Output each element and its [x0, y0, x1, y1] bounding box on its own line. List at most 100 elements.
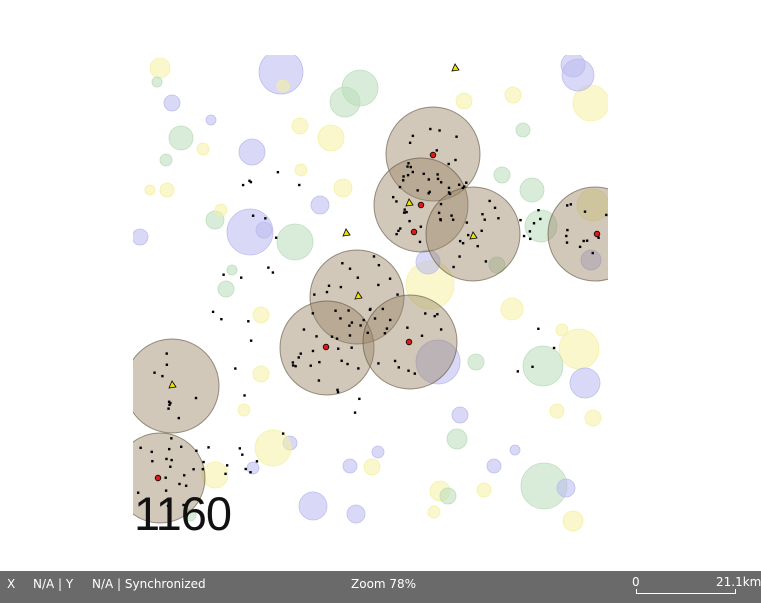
particle [565, 234, 568, 238]
zone-circle [486, 458, 502, 474]
particle [255, 460, 259, 463]
particle [249, 339, 253, 342]
particle [318, 360, 321, 364]
y-coordinate-value: N/A | Synchronized [92, 577, 206, 591]
particle [357, 367, 360, 370]
zone-circle [183, 508, 197, 522]
particle [403, 211, 406, 214]
particle [483, 218, 486, 221]
particle [408, 219, 411, 223]
particle [448, 192, 452, 196]
zone-circle [201, 461, 229, 489]
particle [411, 134, 415, 138]
zone-circle [149, 57, 171, 79]
particle [381, 307, 385, 311]
particle [335, 337, 339, 340]
zoom-level: Zoom 78% [351, 577, 417, 591]
particle [402, 175, 405, 178]
particle [585, 239, 589, 242]
zone-circle [144, 184, 156, 196]
particle [388, 318, 392, 322]
particle [497, 217, 500, 220]
particle [207, 446, 210, 449]
particle [407, 369, 410, 372]
particle [192, 468, 195, 471]
zone-circle [159, 153, 173, 167]
agent-red-marker [593, 230, 601, 238]
particle [348, 334, 352, 337]
particle [373, 317, 377, 320]
particle [465, 221, 469, 224]
particle [350, 321, 354, 324]
particle [225, 464, 229, 467]
particle [241, 453, 244, 456]
background-zones-layer [133, 55, 608, 532]
zone-circle [515, 122, 531, 138]
particle [531, 365, 534, 369]
agent-red-marker [417, 201, 425, 209]
particle [377, 263, 381, 267]
zone-circle [467, 353, 485, 371]
particle [566, 228, 569, 232]
particle [605, 213, 608, 217]
zone-circle [159, 182, 175, 198]
zone-circle [237, 403, 251, 417]
zone-circle [255, 221, 273, 239]
particle [238, 447, 242, 450]
particle [348, 324, 351, 327]
particle [241, 183, 245, 187]
particle [405, 210, 408, 214]
particle [569, 203, 573, 206]
zone-circle [246, 461, 260, 475]
agent-yellow-marker [354, 291, 363, 300]
zone-circle [310, 195, 330, 215]
agent-influence-circle [133, 432, 206, 524]
particle [597, 236, 600, 239]
particle [348, 267, 352, 270]
particle [353, 411, 357, 414]
particle [408, 141, 412, 144]
particle [493, 206, 497, 210]
particle [465, 181, 468, 184]
simulation-map[interactable] [133, 55, 608, 532]
particle [298, 183, 301, 187]
status-bar: X N/A | Y N/A | Synchronized Zoom 78% 0 … [0, 571, 761, 603]
zone-circle [476, 482, 492, 498]
particle [397, 366, 400, 369]
particle [311, 312, 315, 315]
agents-layer [154, 63, 601, 482]
particle [334, 309, 337, 312]
particle [452, 265, 455, 269]
zone-circle [455, 92, 473, 110]
particle [466, 233, 470, 237]
particle [436, 173, 439, 176]
particle [243, 394, 246, 397]
zone-circle [205, 114, 217, 126]
particle [488, 199, 491, 203]
particle [249, 471, 252, 474]
particle [403, 208, 406, 211]
particle [582, 239, 585, 243]
particle [350, 346, 353, 349]
particle [422, 172, 425, 175]
agent-red-marker [410, 228, 418, 236]
particle [377, 283, 380, 287]
particle [385, 327, 389, 330]
agent-influence-circle [133, 338, 220, 434]
particle [346, 362, 349, 366]
agent-yellow-marker [469, 231, 478, 240]
particle [428, 190, 431, 194]
particle [438, 129, 441, 132]
scale-bar-tick-end [735, 589, 736, 594]
particle [170, 437, 173, 440]
particle [583, 210, 587, 213]
agent-red-marker [429, 151, 437, 159]
step-counter: 1160 [134, 487, 232, 540]
particle [136, 491, 140, 494]
zone-circle [276, 79, 290, 93]
zone-circle [524, 209, 558, 243]
map-canvas[interactable] [133, 55, 608, 532]
agent-yellow-marker [342, 228, 351, 237]
particle [302, 328, 306, 331]
particle [297, 356, 300, 359]
